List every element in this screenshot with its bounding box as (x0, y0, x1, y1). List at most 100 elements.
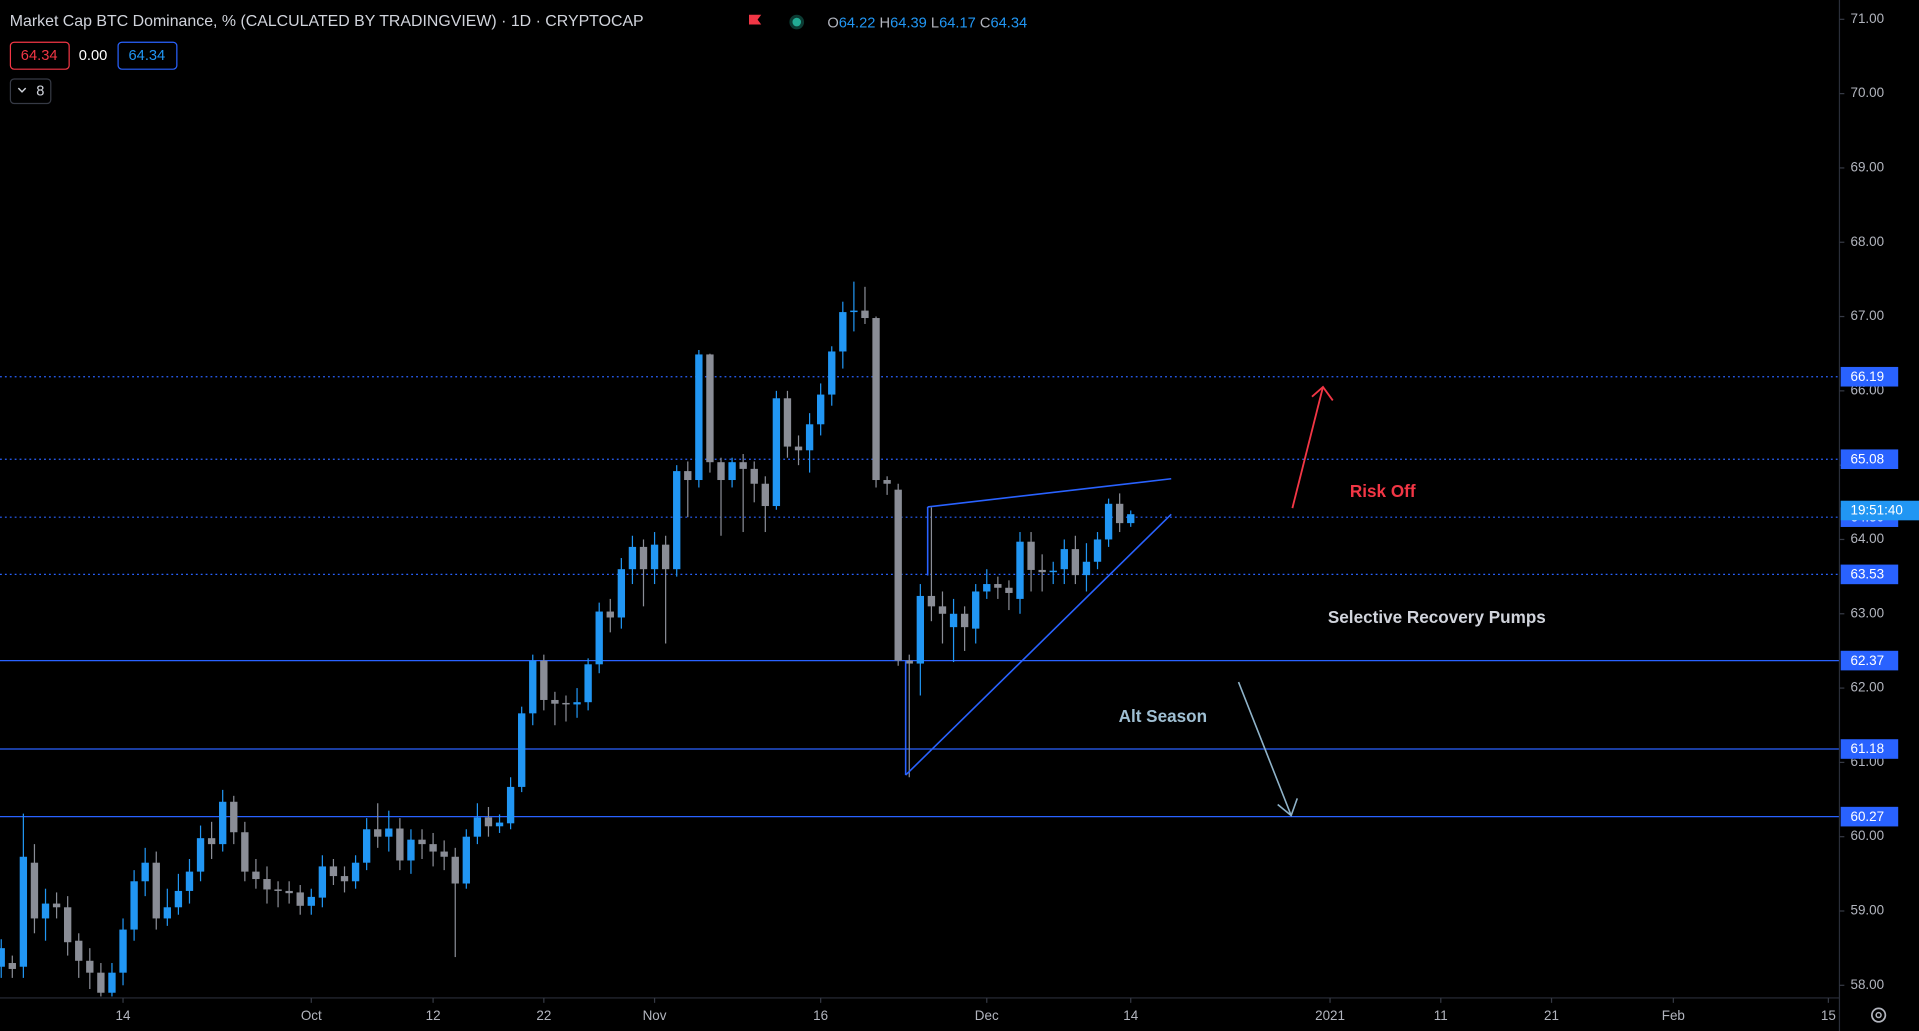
candle-body (1127, 514, 1135, 524)
ohlc-key: C (980, 15, 991, 31)
candle-body (861, 310, 869, 319)
y-tick-label: 62.00 (1850, 680, 1884, 695)
candle-body (972, 591, 980, 629)
x-tick-label: 12 (426, 1008, 441, 1023)
candle-body (1060, 549, 1068, 570)
candle-body (429, 844, 437, 852)
candle-body (241, 832, 249, 872)
ohlc-key: O (827, 15, 838, 31)
price-level-tag (1840, 564, 1899, 585)
wedge-line (927, 477, 1172, 508)
candle-body (196, 838, 205, 872)
x-tick-label: 11 (1434, 1008, 1448, 1023)
candle-body (1104, 503, 1113, 540)
y-tick-label: 69.00 (1850, 159, 1884, 174)
price-level-tag (1840, 739, 1899, 759)
candle-body (695, 354, 703, 481)
y-tick-label: 70.00 (1850, 85, 1884, 100)
candle-body (185, 871, 194, 891)
candle-body (307, 896, 315, 906)
candle-body (551, 699, 559, 704)
candle-body (141, 862, 149, 882)
chevron-icon (17, 87, 27, 93)
candle-body (894, 489, 902, 661)
candle-body (628, 546, 637, 570)
x-tick-label: 14 (1123, 1008, 1138, 1023)
candle-body (41, 903, 50, 919)
candle-body (684, 471, 692, 481)
candle-body (274, 889, 282, 891)
candle-body (174, 890, 183, 908)
candle-body (983, 584, 991, 592)
buy-button[interactable] (117, 41, 178, 70)
x-tick-label: 15 (1821, 1008, 1836, 1023)
candle-body (63, 907, 72, 943)
annotation: Risk Off (1350, 481, 1416, 501)
candle-body (506, 786, 515, 824)
price-level-tag (1840, 366, 1899, 387)
candle-body (296, 892, 304, 906)
candle-body (883, 480, 891, 484)
countdown-tag (1840, 500, 1919, 521)
x-tick-label: Nov (643, 1008, 667, 1023)
candle-body (374, 829, 382, 837)
settings-icon[interactable] (1871, 1007, 1887, 1023)
status-dot (792, 17, 802, 27)
candle-body (905, 660, 913, 664)
candle-body (639, 546, 648, 570)
candle-body (462, 836, 470, 884)
indicator-toggle[interactable] (9, 78, 52, 105)
candle-body (52, 903, 61, 908)
candle-body (473, 817, 482, 837)
candle-body (130, 881, 138, 930)
flag-icon[interactable] (748, 14, 762, 25)
candle-body (617, 569, 626, 618)
y-tick-label: 68.00 (1850, 234, 1884, 249)
candle-body (850, 310, 858, 313)
price-level-label: 65.08 (1850, 451, 1884, 466)
price-level-tag (1840, 650, 1899, 671)
ohlc-legend: O64.22 H64.39 L64.17 C64.34 (827, 15, 1027, 31)
candle-body (805, 424, 814, 451)
candle-body (1115, 503, 1124, 524)
candle-body (362, 829, 371, 863)
y-tick-label: 67.00 (1850, 308, 1884, 323)
candle-body (872, 318, 880, 481)
y-tick-label: 60.00 (1850, 828, 1884, 843)
candle-body (529, 660, 537, 714)
candle-body (484, 817, 493, 827)
arrow-head (1277, 798, 1299, 817)
y-tick-label: 63.00 (1850, 605, 1884, 620)
x-tick-label: 2021 (1315, 1008, 1345, 1023)
y-tick-label: 64.00 (1850, 531, 1884, 546)
countdown: 19:51:40 (1850, 503, 1902, 518)
sell-button[interactable] (9, 41, 70, 70)
candle-body (960, 613, 969, 628)
candle-body (495, 822, 504, 827)
candle-body (75, 940, 83, 961)
candle-body (761, 483, 769, 507)
price-level-tag (1840, 449, 1899, 470)
price-level-label: 61.18 (1850, 741, 1884, 756)
candle-body (1005, 587, 1013, 593)
candle-body (673, 471, 681, 570)
x-tick-label: Feb (1662, 1008, 1685, 1023)
candle-body (540, 660, 548, 700)
candle-body (794, 446, 803, 451)
candle-body (739, 462, 747, 469)
y-tick-label: 71.00 (1850, 11, 1884, 26)
candle-body (252, 871, 260, 880)
candle-body (0, 948, 5, 967)
y-tick-label: 58.00 (1850, 977, 1884, 992)
candle-body (817, 394, 825, 425)
candle-body (518, 713, 526, 787)
candle-body (318, 866, 327, 898)
candle-body (407, 839, 415, 861)
candle-body (573, 702, 581, 705)
candle-body (606, 611, 614, 618)
buy-price: 64.34 (129, 48, 166, 64)
x-tick-label: 21 (1544, 1008, 1559, 1023)
x-tick-label: 14 (116, 1008, 131, 1023)
